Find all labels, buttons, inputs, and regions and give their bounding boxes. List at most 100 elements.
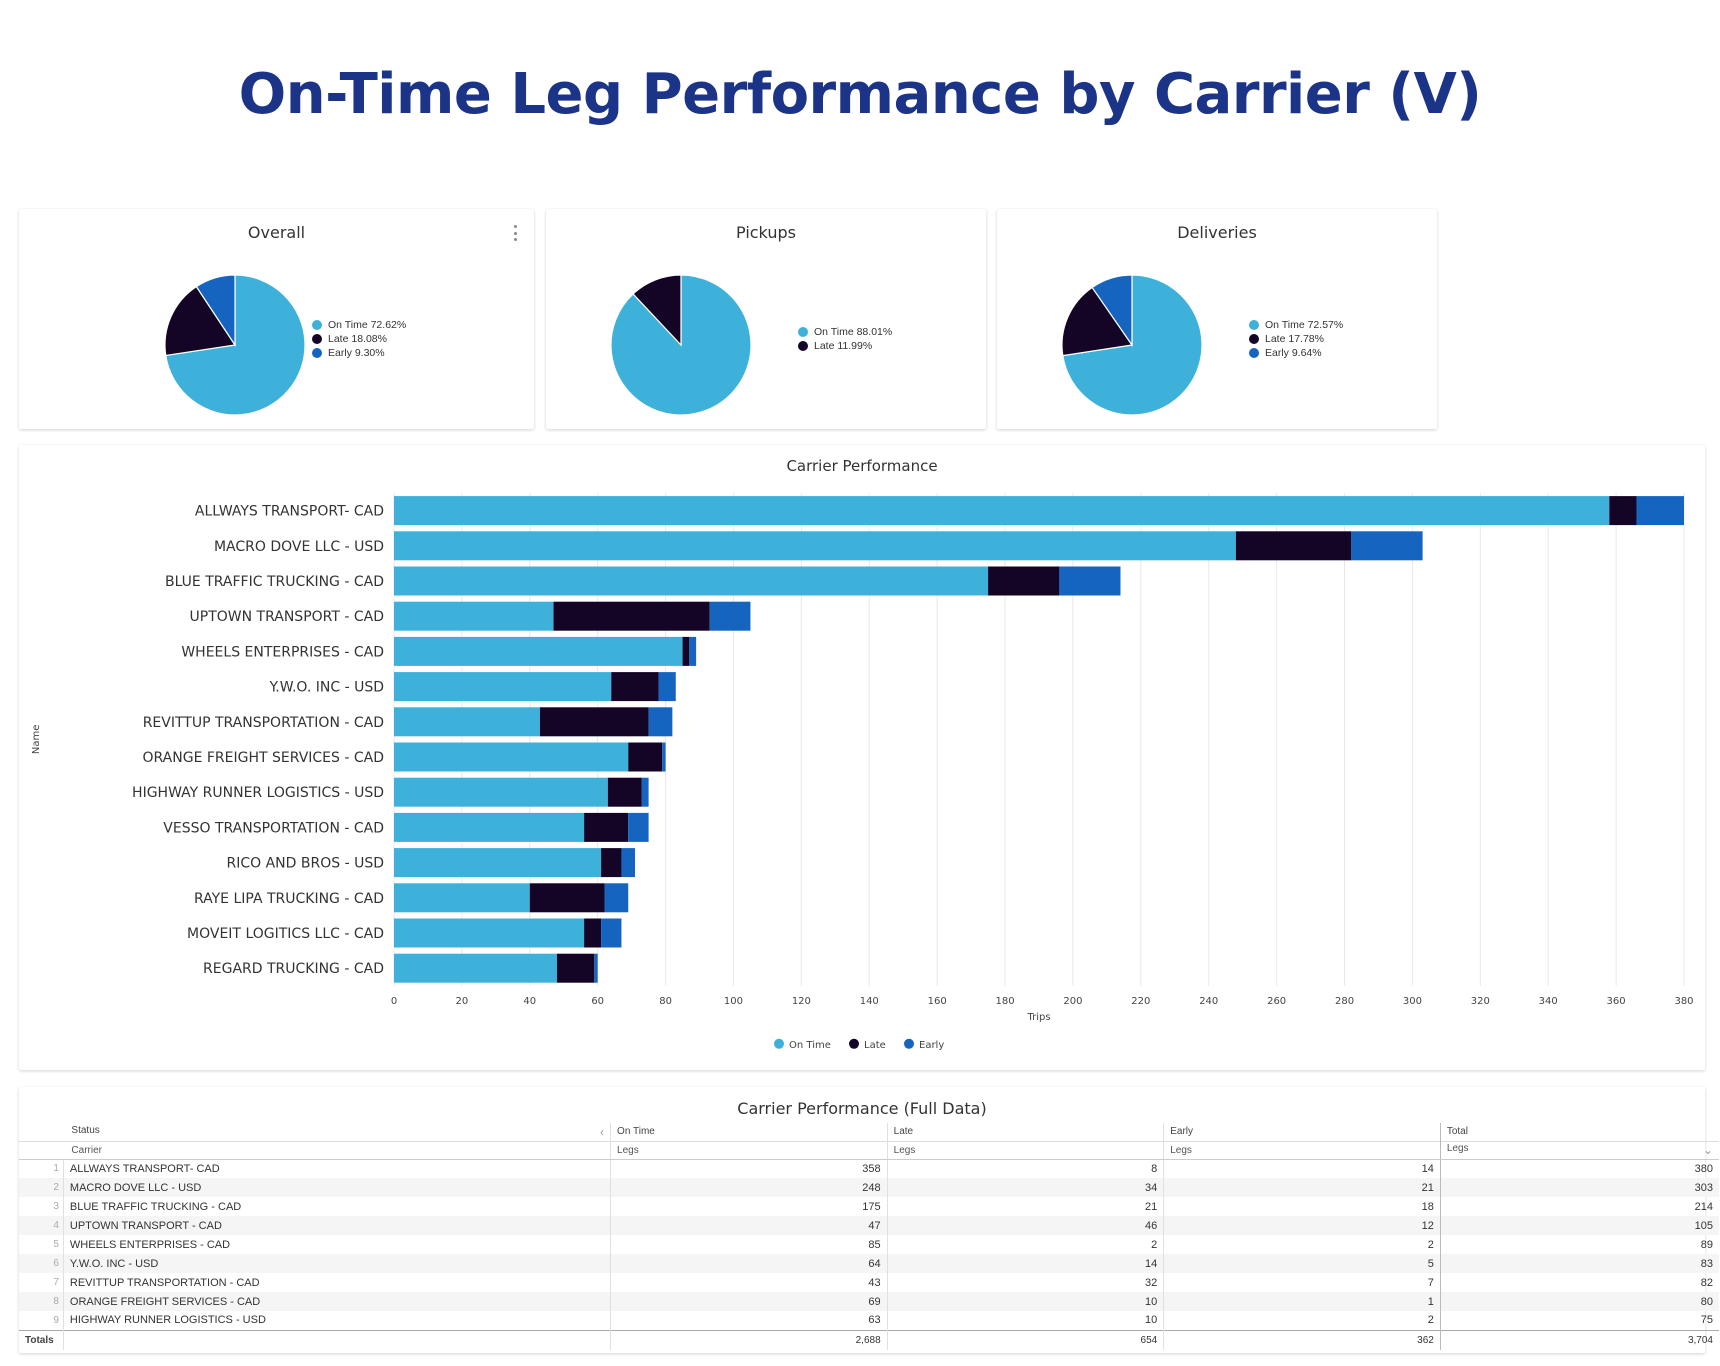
- totals-late: 654: [886, 1329, 1164, 1350]
- bar-on-time[interactable]: [394, 672, 612, 702]
- more-options-icon[interactable]: [512, 225, 518, 241]
- total-legs-header[interactable]: Legs ⌄: [1439, 1141, 1719, 1160]
- carrier-column-header[interactable]: Carrier: [63, 1141, 611, 1160]
- bar-on-time[interactable]: [394, 566, 989, 596]
- deliveries-pie-legend: On Time 72.57% Late 17.78% Early 9.64%: [1249, 318, 1343, 360]
- bar-early[interactable]: [604, 883, 629, 913]
- x-tick-label: 340: [1539, 996, 1558, 1007]
- pie-slice-late[interactable]: [632, 274, 682, 347]
- bar-early[interactable]: [648, 707, 673, 737]
- on-time-column-header[interactable]: On Time: [610, 1123, 888, 1141]
- bar-early[interactable]: [1351, 531, 1423, 561]
- legend-item[interactable]: On Time 88.01%: [798, 325, 892, 339]
- total-cell: 80: [1439, 1292, 1719, 1311]
- bar-early[interactable]: [658, 672, 676, 702]
- bar-late[interactable]: [607, 777, 642, 807]
- table-row[interactable]: 5 WHEELS ENTERPRISES - CAD 85 2 2 89: [19, 1235, 1719, 1254]
- bar-early[interactable]: [601, 918, 622, 948]
- early-column-header[interactable]: Early: [1163, 1123, 1441, 1141]
- bar-on-time[interactable]: [394, 601, 554, 631]
- early-cell: 7: [1163, 1273, 1441, 1292]
- bar-on-time[interactable]: [394, 636, 683, 666]
- legend-dot-icon: [798, 327, 808, 337]
- bar-early[interactable]: [594, 953, 598, 983]
- table-row[interactable]: 8 ORANGE FREIGHT SERVICES - CAD 69 10 1 80: [19, 1292, 1719, 1311]
- bar-on-time[interactable]: [394, 918, 585, 948]
- row-index: 6: [19, 1254, 64, 1273]
- total-cell: 82: [1439, 1273, 1719, 1292]
- full-data-table-title: Carrier Performance (Full Data): [737, 1099, 987, 1118]
- full-data-table-card: Carrier Performance (Full Data) Status ‹ …: [19, 1087, 1719, 1353]
- total-column-header[interactable]: Total: [1439, 1123, 1719, 1141]
- bar-early[interactable]: [1059, 566, 1121, 596]
- bar-early[interactable]: [1636, 496, 1684, 526]
- legend-item[interactable]: On Time 72.57%: [1249, 318, 1343, 332]
- bar-early[interactable]: [662, 742, 666, 772]
- bar-on-time[interactable]: [394, 496, 1610, 526]
- bar-late[interactable]: [682, 636, 690, 666]
- bar-early[interactable]: [628, 812, 649, 842]
- legend-item[interactable]: On Time 72.62%: [312, 318, 406, 332]
- y-tick-label: RICO AND BROS - USD: [227, 856, 385, 872]
- bar-on-time[interactable]: [394, 883, 530, 913]
- overall-pie-card: Overall On Time 72.62% Late 18.08% Early 9…: [19, 209, 534, 429]
- legend-dot-icon: [312, 320, 322, 330]
- bar-late[interactable]: [584, 918, 602, 948]
- early-cell: 14: [1163, 1159, 1441, 1178]
- late-legs-header[interactable]: Legs: [886, 1141, 1164, 1160]
- bar-late[interactable]: [556, 953, 595, 983]
- pie-slice-early[interactable]: [195, 274, 236, 347]
- chevron-left-icon[interactable]: ‹: [600, 1124, 605, 1139]
- bar-late[interactable]: [1609, 496, 1637, 526]
- table-row[interactable]: 2 MACRO DOVE LLC - USD 248 34 21 303: [19, 1178, 1719, 1197]
- table-row[interactable]: 7 REVITTUP TRANSPORTATION - CAD 43 32 7 82: [19, 1273, 1719, 1292]
- legend-item[interactable]: Late 18.08%: [312, 332, 406, 346]
- legend-label: On Time 88.01%: [814, 326, 893, 338]
- bar-on-time[interactable]: [394, 848, 602, 878]
- chart-legend-item[interactable]: On Time: [774, 1038, 831, 1051]
- chart-legend-item[interactable]: Late: [849, 1038, 886, 1051]
- legend-item[interactable]: Early 9.30%: [312, 346, 406, 360]
- bar-late[interactable]: [584, 812, 629, 842]
- late-cell: 34: [886, 1178, 1164, 1197]
- bar-late[interactable]: [539, 707, 649, 737]
- early-legs-header[interactable]: Legs: [1163, 1141, 1441, 1160]
- pie-slice-late[interactable]: [164, 285, 237, 357]
- status-header[interactable]: Status ‹: [71, 1124, 605, 1139]
- pie-slice-early[interactable]: [1091, 274, 1133, 347]
- bar-early[interactable]: [709, 601, 751, 631]
- legend-label: Early 9.64%: [1265, 347, 1322, 359]
- bar-on-time[interactable]: [394, 953, 557, 983]
- bar-late[interactable]: [611, 672, 659, 702]
- bar-late[interactable]: [529, 883, 605, 913]
- deliveries-pie-title: Deliveries: [1177, 223, 1257, 242]
- table-row[interactable]: 6 Y.W.O. INC - USD 64 14 5 83: [19, 1254, 1719, 1273]
- legend-item[interactable]: Late 11.99%: [798, 339, 892, 353]
- bar-early[interactable]: [621, 848, 636, 878]
- table-header-status-row: Status ‹ On Time Late Early Total: [19, 1123, 1719, 1141]
- legend-item[interactable]: Late 17.78%: [1249, 332, 1343, 346]
- table-row[interactable]: 1 ALLWAYS TRANSPORT- CAD 358 8 14 380: [19, 1159, 1719, 1178]
- bar-early[interactable]: [641, 777, 649, 807]
- chevron-down-icon[interactable]: ⌄: [1702, 1143, 1713, 1157]
- pie-slice-late[interactable]: [1061, 286, 1134, 357]
- bar-on-time[interactable]: [394, 812, 585, 842]
- bar-late[interactable]: [988, 566, 1060, 596]
- chart-legend-item[interactable]: Early: [904, 1038, 944, 1051]
- legend-item[interactable]: Early 9.64%: [1249, 346, 1343, 360]
- on-time-legs-header[interactable]: Legs: [610, 1141, 888, 1160]
- bar-late[interactable]: [601, 848, 622, 878]
- late-column-header[interactable]: Late: [886, 1123, 1164, 1141]
- bar-on-time[interactable]: [394, 742, 629, 772]
- table-row[interactable]: 4 UPTOWN TRANSPORT - CAD 47 46 12 105: [19, 1216, 1719, 1235]
- bar-late[interactable]: [1235, 531, 1352, 561]
- bar-late[interactable]: [628, 742, 663, 772]
- table-row[interactable]: 9 HIGHWAY RUNNER LOGISTICS - USD 63 10 2 75: [19, 1311, 1719, 1330]
- bar-on-time[interactable]: [394, 707, 540, 737]
- bar-late[interactable]: [553, 601, 710, 631]
- bar-on-time[interactable]: [394, 777, 608, 807]
- bar-on-time[interactable]: [394, 531, 1236, 561]
- bar-early[interactable]: [689, 636, 697, 666]
- legend-dot-icon: [1249, 334, 1259, 344]
- table-row[interactable]: 3 BLUE TRAFFIC TRUCKING - CAD 175 21 18 214: [19, 1197, 1719, 1216]
